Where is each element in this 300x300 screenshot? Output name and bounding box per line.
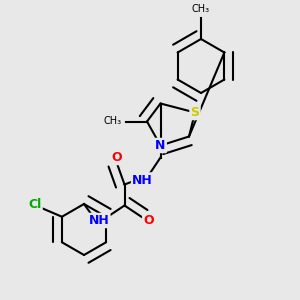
Text: NH: NH [132, 173, 153, 187]
Text: CH₃: CH₃ [103, 116, 122, 127]
Text: O: O [143, 214, 154, 227]
Text: O: O [112, 151, 122, 164]
Text: NH: NH [88, 214, 110, 227]
Text: Cl: Cl [28, 198, 41, 211]
Text: CH₃: CH₃ [192, 4, 210, 14]
Text: S: S [190, 106, 200, 119]
Text: N: N [155, 139, 166, 152]
